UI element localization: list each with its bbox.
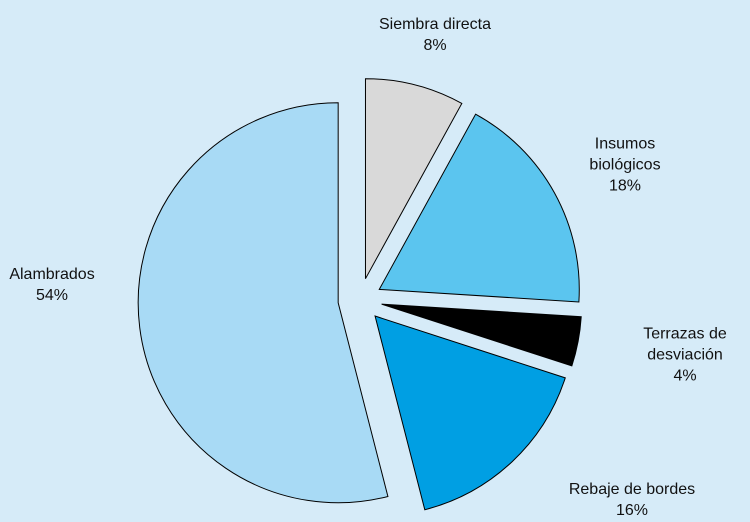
category-name: Insumos biológicos: [589, 135, 661, 174]
category-name: Siembra directa: [378, 16, 492, 33]
pie-slice: [381, 303, 582, 367]
value-label: 8%: [423, 37, 447, 54]
pie-slice: [378, 113, 580, 303]
slice-label: Insumos biológicos 18%: [570, 134, 680, 197]
category-name: Terrazas de desviación: [643, 325, 727, 364]
slice-label: Alambrados 54%: [0, 264, 127, 306]
slice-label: Rebaje de bordes 16%: [557, 479, 707, 521]
pie-slice: [364, 78, 463, 279]
value-label: 18%: [608, 177, 642, 195]
value-label: 4%: [673, 367, 697, 385]
slice-label: Siembra directa 8%: [360, 14, 510, 56]
pie-slice: [137, 102, 389, 504]
slice-label: Terrazas de desviación 4%: [615, 324, 750, 387]
category-name: Rebaje de bordes: [568, 481, 696, 498]
category-name: Alambrados: [9, 266, 95, 283]
value-label: 54%: [35, 287, 69, 304]
pie-slice: [374, 315, 566, 511]
value-label: 16%: [615, 502, 649, 519]
